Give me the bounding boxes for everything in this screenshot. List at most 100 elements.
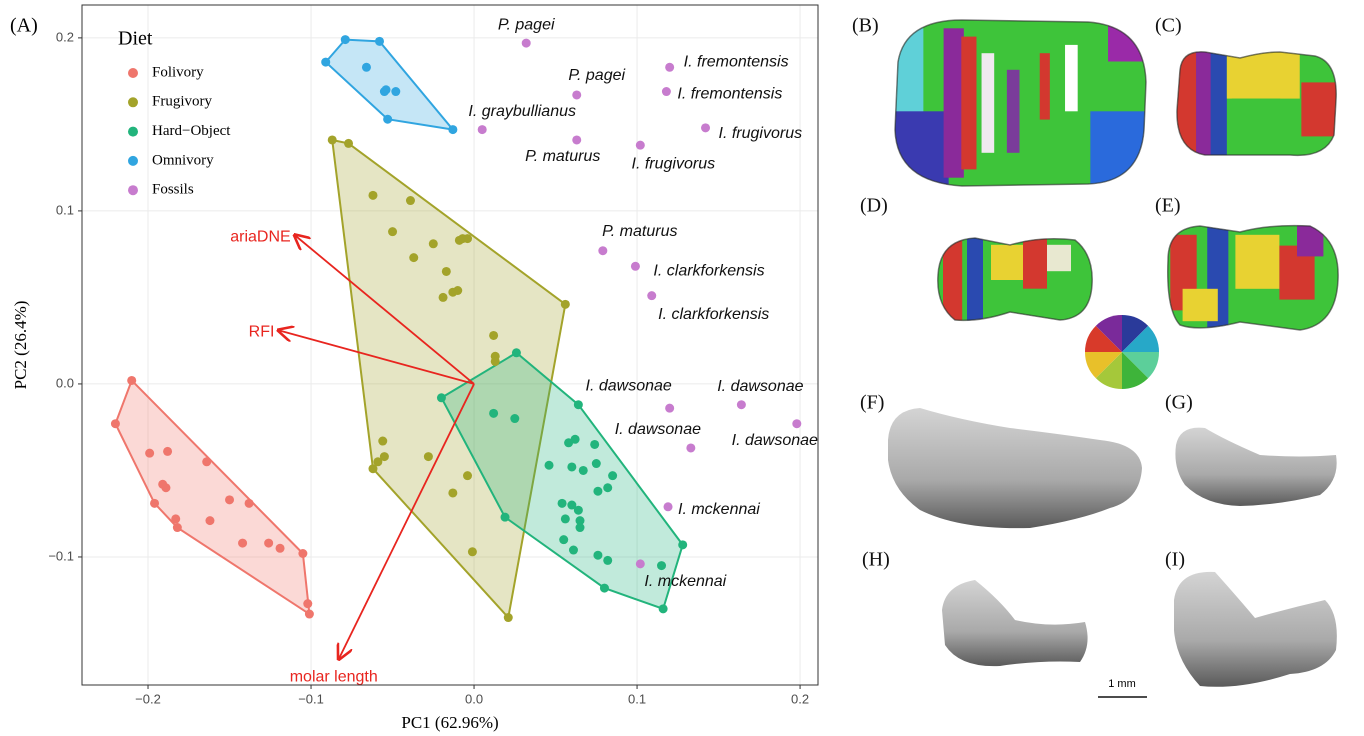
point (383, 115, 392, 124)
point (429, 239, 438, 248)
point (202, 457, 211, 466)
point (558, 499, 567, 508)
point (439, 293, 448, 302)
point (264, 539, 273, 548)
legend-swatch (128, 156, 138, 166)
point-label: I. graybullianus (468, 103, 576, 120)
point (298, 549, 307, 558)
color-patch (1183, 289, 1218, 321)
point (424, 452, 433, 461)
point (362, 63, 371, 72)
point (636, 559, 645, 568)
point-label: I. dawsonae (717, 378, 803, 395)
tooth-i (1174, 572, 1337, 687)
point (341, 35, 350, 44)
point (491, 357, 500, 366)
point-label: I. fremontensis (677, 86, 782, 103)
panel-label: (C) (1155, 15, 1182, 37)
point-label: P. maturus (525, 148, 600, 165)
point-label: I. clarkforkensis (658, 306, 769, 323)
point (701, 123, 710, 132)
point (631, 262, 640, 271)
point (598, 246, 607, 255)
point (592, 459, 601, 468)
point (510, 414, 519, 423)
point (579, 466, 588, 475)
x-tick-label: 0.2 (791, 691, 809, 706)
point-label: I. dawsonae (586, 377, 672, 394)
panel-label: (D) (860, 195, 888, 217)
point-label: I. mckennai (678, 501, 760, 518)
point (328, 135, 337, 144)
figure: P. pageiP. pageiI. fremontensisI. fremon… (0, 0, 1364, 736)
legend-label: Frugivory (152, 94, 213, 110)
color-patch (1211, 50, 1227, 158)
point (448, 125, 457, 134)
point (225, 495, 234, 504)
point (647, 291, 656, 300)
point (659, 604, 668, 613)
point (388, 227, 397, 236)
scale-bar-label: 1 mm (1108, 678, 1136, 690)
x-tick-label: −0.1 (298, 691, 324, 706)
tooth-h (942, 580, 1088, 666)
legend-label: Folivory (152, 64, 204, 80)
loading-label: molar length (290, 668, 378, 685)
point (489, 409, 498, 418)
point (171, 514, 180, 523)
point (150, 499, 159, 508)
point (437, 393, 446, 402)
point (665, 63, 674, 72)
point (567, 462, 576, 471)
point-label: I. frugivorus (632, 155, 716, 172)
point (576, 523, 585, 532)
point (665, 404, 674, 413)
point (501, 513, 510, 522)
point (276, 544, 285, 553)
legend-title: Diet (118, 28, 153, 50)
point (593, 551, 602, 560)
color-patch (1301, 82, 1337, 136)
point (561, 300, 570, 309)
color-patch (1232, 99, 1281, 158)
point (448, 288, 457, 297)
point (574, 400, 583, 409)
point (409, 253, 418, 262)
panel-label: (H) (862, 549, 890, 571)
point (603, 556, 612, 565)
point (564, 438, 573, 447)
point (574, 506, 583, 515)
point-label: P. maturus (602, 223, 677, 240)
point (678, 540, 687, 549)
panel-label: (F) (860, 392, 884, 414)
y-tick-label: 0.2 (56, 29, 74, 44)
color-patch (1007, 70, 1020, 153)
point (522, 39, 531, 48)
point (127, 376, 136, 385)
color-patch (1023, 236, 1047, 289)
point (572, 90, 581, 99)
x-tick-label: −0.2 (135, 691, 161, 706)
point-label: I. fremontensis (684, 54, 789, 71)
point (111, 419, 120, 428)
color-patch (961, 37, 976, 170)
x-tick-label: 0.1 (628, 691, 646, 706)
point (344, 139, 353, 148)
color-patch (1090, 111, 1146, 186)
point (375, 37, 384, 46)
point (737, 400, 746, 409)
color-patch (991, 289, 1087, 324)
point (478, 125, 487, 134)
point (657, 561, 666, 570)
point (512, 348, 521, 357)
loading-label: RFI (249, 324, 275, 341)
legend-swatch (128, 97, 138, 107)
y-tick-label: 0.0 (56, 375, 74, 390)
x-tick-label: 0.0 (465, 691, 483, 706)
color-patch (1297, 224, 1323, 256)
x-axis-title: PC1 (62.96%) (401, 713, 498, 732)
color-patch (1047, 245, 1071, 271)
tooth-map (1175, 50, 1337, 158)
tooth-panels: (B) (C) (D) (E) (F) (G) (H) (I) 1 mm (852, 15, 1341, 697)
y-axis-title: PC2 (26.4%) (11, 301, 30, 390)
